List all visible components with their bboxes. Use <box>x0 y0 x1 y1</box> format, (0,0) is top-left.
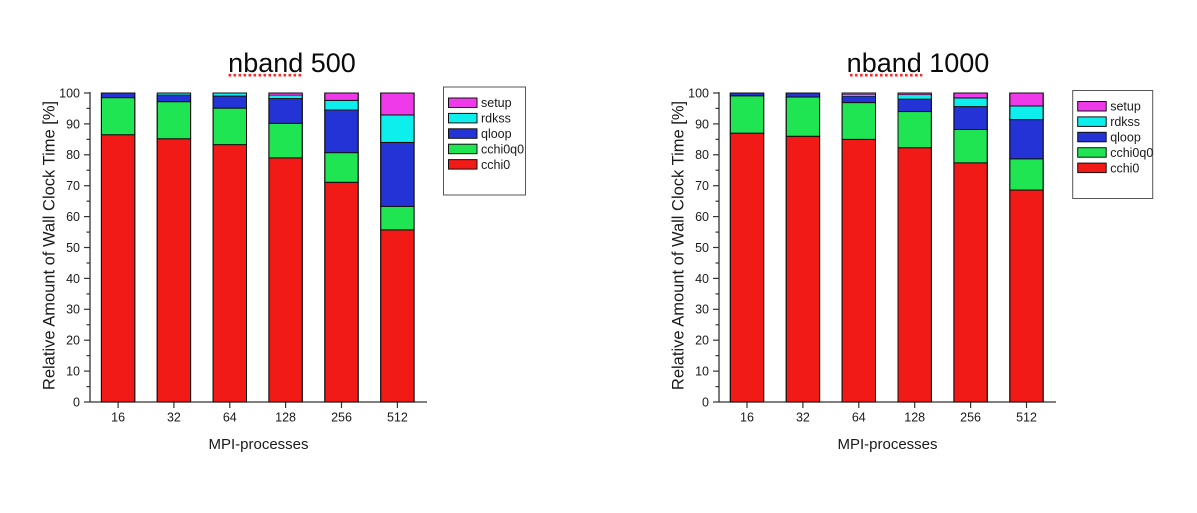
svg-text:256: 256 <box>331 411 352 425</box>
svg-text:128: 128 <box>904 411 925 425</box>
svg-text:64: 64 <box>852 411 866 425</box>
svg-text:0: 0 <box>702 395 709 409</box>
svg-text:Relative Amount of Wall Clock: Relative Amount of Wall Clock Time [%] <box>670 101 688 390</box>
svg-text:60: 60 <box>695 210 709 224</box>
svg-text:512: 512 <box>387 411 408 425</box>
svg-text:setup: setup <box>481 96 512 110</box>
svg-text:60: 60 <box>66 210 80 224</box>
svg-text:rdkss: rdkss <box>1110 115 1140 129</box>
svg-text:16: 16 <box>111 411 125 425</box>
svg-text:Relative Amount of Wall Clock: Relative Amount of Wall Clock Time [%] <box>41 101 59 390</box>
svg-text:32: 32 <box>167 411 181 425</box>
svg-text:80: 80 <box>695 148 709 162</box>
svg-text:80: 80 <box>66 148 80 162</box>
svg-text:20: 20 <box>695 334 709 348</box>
svg-text:256: 256 <box>960 411 981 425</box>
svg-text:MPI-processes: MPI-processes <box>837 436 937 453</box>
svg-text:qloop: qloop <box>481 127 512 141</box>
svg-text:30: 30 <box>695 303 709 317</box>
svg-text:setup: setup <box>1110 100 1141 114</box>
svg-text:50: 50 <box>695 241 709 255</box>
svg-text:10: 10 <box>66 365 80 379</box>
svg-text:nband 1000: nband 1000 <box>847 48 990 78</box>
svg-text:rdkss: rdkss <box>481 112 511 126</box>
svg-text:32: 32 <box>796 411 810 425</box>
svg-text:30: 30 <box>66 303 80 317</box>
svg-text:0: 0 <box>73 395 80 409</box>
svg-text:100: 100 <box>59 86 80 100</box>
svg-text:64: 64 <box>223 411 237 425</box>
svg-text:40: 40 <box>695 272 709 286</box>
svg-text:50: 50 <box>66 241 80 255</box>
svg-text:cchi0: cchi0 <box>1110 161 1139 175</box>
svg-text:cchi0q0: cchi0q0 <box>481 142 524 156</box>
svg-text:cchi0: cchi0 <box>481 158 510 172</box>
svg-text:10: 10 <box>695 365 709 379</box>
svg-text:cchi0q0: cchi0q0 <box>1110 146 1153 160</box>
svg-text:70: 70 <box>66 179 80 193</box>
svg-text:nband 500: nband 500 <box>228 48 356 78</box>
svg-text:90: 90 <box>66 117 80 131</box>
svg-text:20: 20 <box>66 334 80 348</box>
svg-text:40: 40 <box>66 272 80 286</box>
svg-text:128: 128 <box>275 411 296 425</box>
svg-text:MPI-processes: MPI-processes <box>208 436 308 453</box>
svg-text:100: 100 <box>688 86 709 100</box>
svg-text:qloop: qloop <box>1110 131 1141 145</box>
svg-text:512: 512 <box>1016 411 1037 425</box>
svg-text:90: 90 <box>695 117 709 131</box>
svg-text:70: 70 <box>695 179 709 193</box>
svg-text:16: 16 <box>740 411 754 425</box>
